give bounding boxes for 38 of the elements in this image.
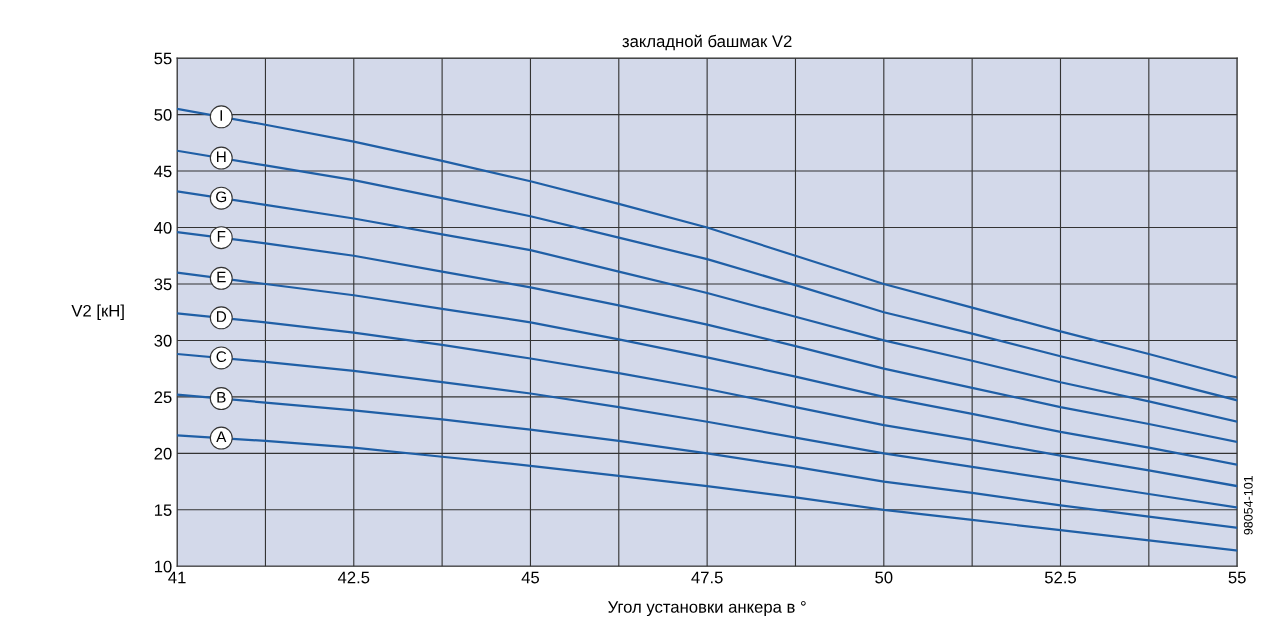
line-series (177, 190, 1238, 423)
x-tick-label: 50 (875, 571, 893, 584)
series-label: H (217, 151, 226, 163)
chart-title: закладной башмак V2 (622, 34, 792, 51)
y-tick-label: 15 (154, 504, 172, 517)
series-label: E (217, 271, 226, 283)
y-axis-title: V2 [кН] (71, 304, 124, 320)
x-axis-title: Угол установки анкера в ° (608, 601, 806, 617)
y-tick-label: 40 (154, 221, 172, 234)
y-tick-label: 45 (154, 165, 172, 178)
series-label: A (216, 431, 227, 443)
y-tick-label: 30 (154, 334, 172, 347)
series-label: D (217, 311, 227, 322)
line-series (177, 312, 1238, 488)
y-tick-label: 10 (154, 560, 172, 573)
x-tick-label: 52.5 (1044, 571, 1077, 584)
line-series (177, 352, 1238, 509)
series-label: F (217, 231, 226, 242)
series-label: G (216, 191, 227, 203)
text: 98054-101 (1243, 476, 1253, 535)
x-tick-label: 55 (1228, 571, 1246, 584)
y-tick-label: 20 (154, 447, 172, 460)
x-tick-label: 45 (521, 571, 540, 584)
line-series (177, 271, 1238, 466)
line-series (177, 149, 1238, 402)
line-series (177, 393, 1238, 529)
y-tick-label: 50 (154, 109, 172, 121)
series-label: I (220, 110, 222, 121)
series-label: B (217, 392, 226, 403)
x-tick-label: 41 (168, 571, 186, 584)
x-tick-label: 42.5 (337, 571, 370, 584)
y-tick-label: 55 (154, 52, 172, 65)
line-series (177, 107, 1238, 379)
series-label: C (216, 351, 227, 363)
y-tick-label: 25 (154, 391, 172, 404)
line-series (177, 230, 1238, 444)
y-tick-label: 35 (154, 278, 172, 291)
x-tick-label: 47.5 (691, 571, 723, 584)
